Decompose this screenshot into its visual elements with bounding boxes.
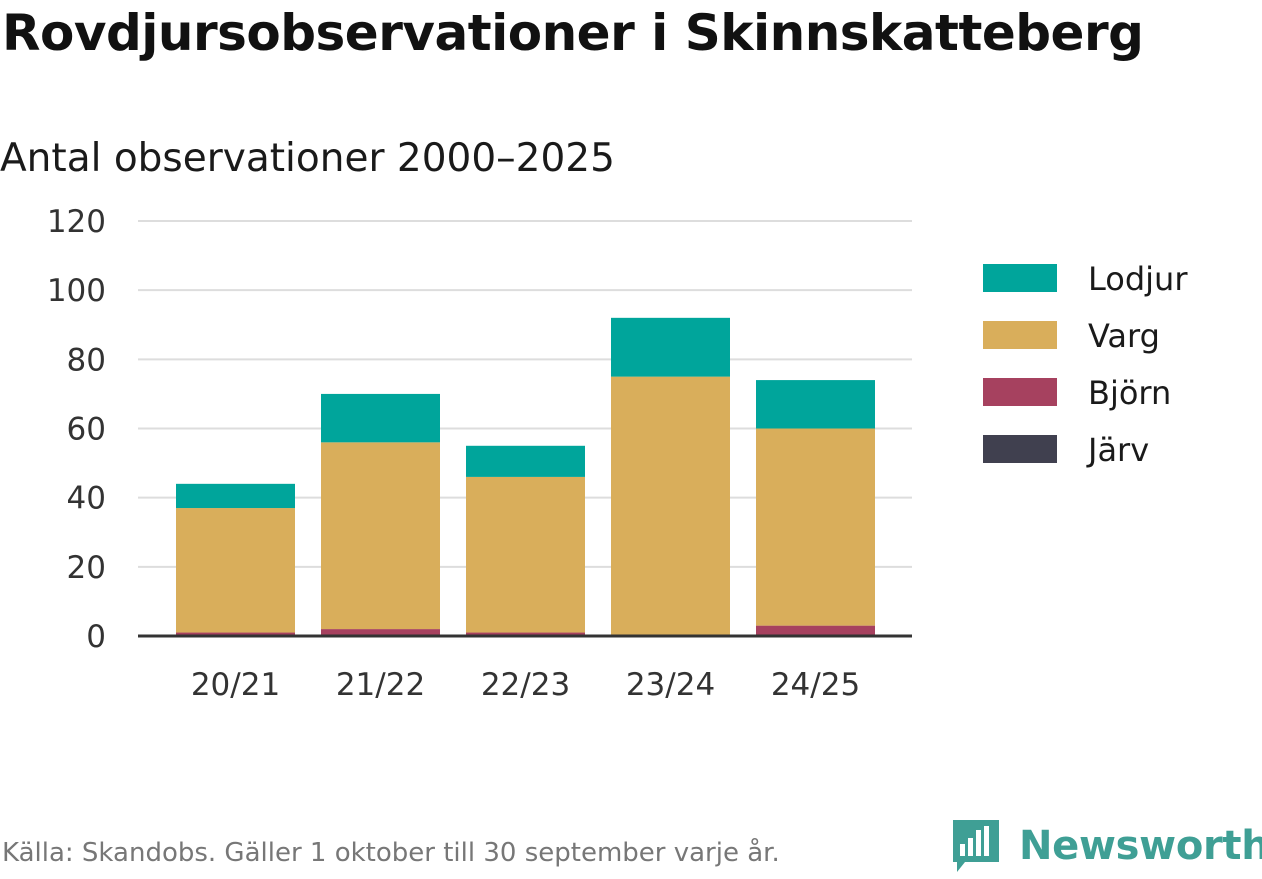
y-tick-label: 120 xyxy=(47,204,106,240)
bar-varg-20-21 xyxy=(176,508,295,633)
y-tick-label: 40 xyxy=(67,481,106,517)
y-tick-label: 0 xyxy=(86,619,106,655)
x-tick-label: 20/21 xyxy=(191,667,280,703)
bar-lodjur-21-22 xyxy=(321,393,440,443)
bar-björn-24-25 xyxy=(756,625,875,636)
legend-label-lodjur: Lodjur xyxy=(1088,260,1188,298)
bar-varg-23-24 xyxy=(611,376,730,636)
newsworthy-logo-icon xyxy=(953,820,999,872)
bar-varg-24-25 xyxy=(756,428,875,626)
y-tick-label: 20 xyxy=(67,550,106,586)
source-note: Källa: Skandobs. Gäller 1 oktober till 3… xyxy=(2,838,780,868)
bar-björn-20-21 xyxy=(176,632,295,636)
bars xyxy=(176,317,875,636)
legend-swatch-varg xyxy=(983,321,1057,349)
legend-label-varg: Varg xyxy=(1088,317,1160,355)
y-tick-label: 80 xyxy=(67,342,106,378)
x-tick-label: 22/23 xyxy=(481,667,570,703)
bar-varg-21-22 xyxy=(321,442,440,630)
chart-subtitle: Antal observationer 2000–2025 xyxy=(0,136,615,181)
legend: Lodjur Varg Björn Järv xyxy=(983,260,1188,469)
axes: 0 20 40 60 80 100 120 20/21 21/22 22/23 23/24 24/25 xyxy=(47,204,912,703)
x-tick-label: 21/22 xyxy=(336,667,425,703)
y-tick-label: 60 xyxy=(67,412,106,448)
bar-lodjur-23-24 xyxy=(611,317,730,377)
legend-label-björn: Björn xyxy=(1088,374,1171,412)
bar-lodjur-22-23 xyxy=(466,445,585,477)
legend-label-järv: Järv xyxy=(1086,431,1149,469)
legend-swatch-järv xyxy=(983,435,1057,463)
legend-swatch-lodjur xyxy=(983,264,1057,292)
bar-björn-21-22 xyxy=(321,629,440,636)
legend-swatch-björn xyxy=(983,378,1057,406)
chart-title: Rovdjursobservationer i Skinnskatteberg xyxy=(2,4,1144,62)
bar-lodjur-20-21 xyxy=(176,483,295,509)
x-tick-label: 23/24 xyxy=(626,667,715,703)
brand-logo: Newsworthy xyxy=(951,818,1262,874)
brand-name: Newsworthy xyxy=(1019,823,1262,869)
bar-varg-22-23 xyxy=(466,476,585,633)
y-tick-label: 100 xyxy=(47,273,106,309)
x-tick-label: 24/25 xyxy=(771,667,860,703)
bar-lodjur-24-25 xyxy=(756,380,875,429)
bar-björn-22-23 xyxy=(466,632,585,636)
